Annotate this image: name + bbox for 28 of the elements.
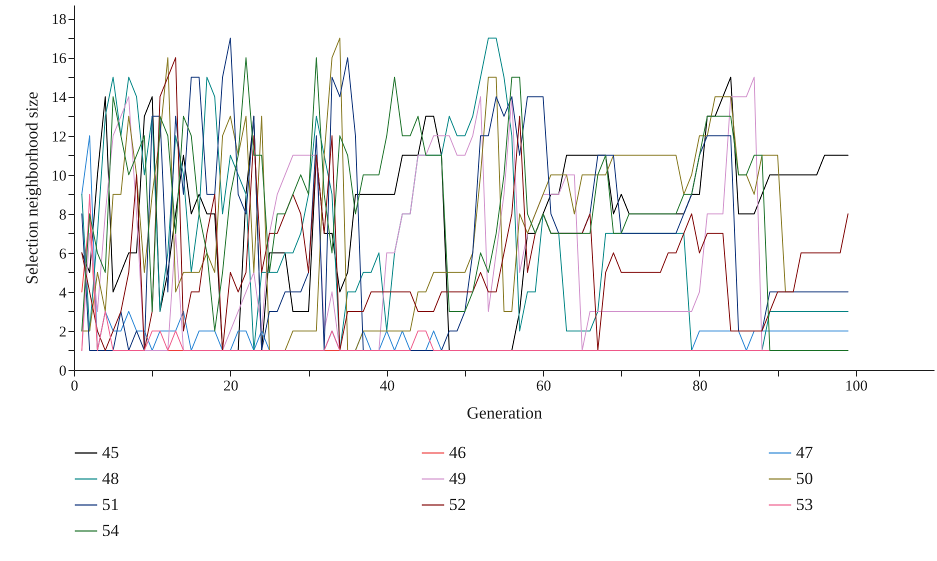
- x-tick-label: 40: [380, 378, 395, 394]
- legend-label: 54: [102, 521, 120, 540]
- y-tick-label: 18: [52, 12, 66, 28]
- y-tick-label: 2: [59, 324, 66, 340]
- x-tick-label: 0: [70, 378, 78, 394]
- y-tick-label: 16: [52, 51, 67, 68]
- legend-label: 47: [796, 443, 814, 462]
- y-tick-label: 4: [59, 285, 67, 302]
- y-tick-label: 6: [59, 246, 67, 262]
- y-tick-label: 0: [59, 364, 66, 380]
- legend-label: 48: [102, 469, 119, 488]
- legend-label: 45: [102, 443, 119, 462]
- x-axis-title: Generation: [466, 404, 543, 422]
- x-tick-label: 100: [845, 378, 868, 394]
- y-tick-label: 10: [52, 168, 66, 184]
- legend-label: 49: [449, 469, 466, 488]
- legend-label: 50: [796, 469, 813, 488]
- y-tick-label: 12: [52, 129, 66, 146]
- x-tick-label: 60: [536, 378, 552, 394]
- x-tick-label: 80: [692, 378, 708, 394]
- y-tick-label: 14: [52, 90, 67, 106]
- y-axis-title: Selection neighborhood size: [22, 92, 42, 284]
- legend-label: 46: [449, 443, 466, 462]
- legend-label: 52: [449, 495, 466, 514]
- legend-label: 53: [796, 495, 813, 514]
- y-tick-label: 8: [59, 207, 66, 224]
- legend-label: 51: [102, 495, 119, 514]
- x-tick-label: 20: [223, 378, 238, 394]
